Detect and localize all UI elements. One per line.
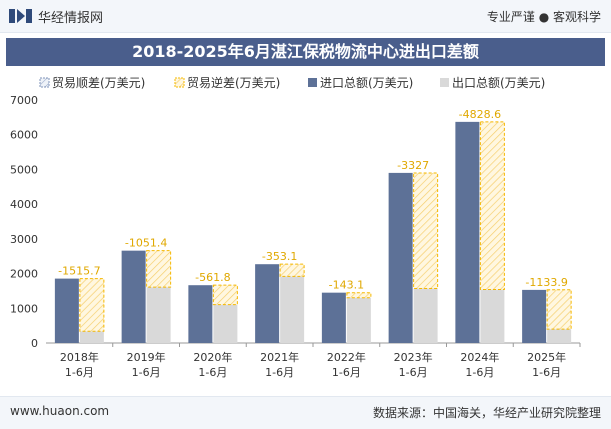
deficit-bar [346,292,372,299]
legend-swatch-import [308,78,317,87]
chart: 贸易顺差(万美元) 贸易逆差(万美元) 进口总额(万美元) 出口总额(万美元) 0 10… [10,75,581,379]
import-bar [321,292,346,343]
x-tick-label-year: 2022年 [327,350,366,364]
export-bar [547,329,572,343]
deficit-value-label: -3327 [397,159,429,172]
legend-label: 进口总额(万美元) [320,76,413,90]
import-bar [255,264,280,343]
huajing-logo-icon [9,9,32,23]
deficit-value-label: -1133.9 [525,276,567,289]
import-bar [188,285,213,343]
legend-item: 进口总额(万美元) [308,76,413,90]
export-bar [413,288,438,343]
x-tick-label-year: 2019年 [127,350,166,364]
top-bar: 华经情报网 专业严谨 ● 客观科学 [0,0,611,33]
legend: 贸易顺差(万美元) 贸易逆差(万美元) 进口总额(万美元) 出口总额(万美元) [39,75,545,90]
x-tick-label-period: 1-6月 [265,366,294,379]
export-bar [213,304,238,343]
x-tick-label-period: 1-6月 [532,366,561,379]
legend-label: 贸易顺差(万美元) [52,76,145,90]
deficit-value-label: -561.8 [195,271,230,284]
import-bar [121,250,146,343]
x-tick-label-year: 2025年 [527,350,566,364]
y-tick-label: 7000 [10,94,38,107]
x-axis: 2018年 1-6月 2019年 1-6月 2020年 1-6月 2021年 1-6月 2022… [60,343,581,379]
deficit-bar [212,284,238,306]
x-tick-label-year: 2024年 [460,350,499,364]
x-tick-label-period: 1-6月 [65,366,94,379]
y-tick-label: 4000 [10,198,38,211]
legend-item: 贸易逆差(万美元) [174,75,280,90]
deficit-bar [546,289,572,330]
footer-website[interactable]: www.huaon.com [10,404,110,418]
x-tick-label-period: 1-6月 [132,366,161,379]
chart-title: 2018-2025年6月湛江保税物流中心进出口差额 [132,42,479,61]
x-tick-label-period: 1-6月 [198,366,227,379]
x-tick-label-year: 2020年 [193,350,232,364]
y-tick-label: 3000 [10,233,38,246]
x-tick-label-year: 2018年 [60,350,99,364]
export-bar [146,287,171,343]
import-bar [522,289,547,343]
y-tick-label: 6000 [10,129,38,142]
legend-swatch-deficit [174,77,185,88]
footer: www.huaon.com 数据来源：中国海关，华经产业研究院整理 [0,396,611,429]
y-tick-label: 0 [31,337,38,350]
export-bar [79,331,104,343]
deficit-bar [413,172,439,289]
bars: -1515.7 -1051.4 -561.8 -353.1 -143.1 -3327 -48… [54,108,572,343]
legend-label: 出口总额(万美元) [452,76,545,90]
export-bar [480,289,505,343]
deficit-bar [279,263,305,277]
x-tick-label-year: 2021年 [260,350,299,364]
brand-name: 华经情报网 [38,11,104,26]
legend-label: 贸易逆差(万美元) [187,75,280,90]
import-bar [388,172,413,343]
legend-swatch-export [440,78,449,87]
x-tick-label-year: 2023年 [394,350,433,364]
deficit-value-label: -1051.4 [125,237,167,250]
footer-source: 数据来源：中国海关，华经产业研究院整理 [372,406,601,420]
deficit-bar [479,121,505,291]
legend-item: 贸易顺差(万美元) [39,76,145,90]
deficit-bar [146,250,172,288]
deficit-value-label: -353.1 [262,250,297,263]
export-bar [280,276,305,343]
legend-item: 出口总额(万美元) [440,76,545,90]
tagline: 专业严谨 ● 客观科学 [486,10,601,24]
deficit-value-label: -4828.6 [459,108,501,121]
deficit-value-label: -1515.7 [58,265,100,278]
x-tick-label-period: 1-6月 [332,366,361,379]
x-tick-label-period: 1-6月 [399,366,428,379]
x-tick-label-period: 1-6月 [465,366,494,379]
export-bar [346,297,371,343]
deficit-bar [79,278,105,332]
y-tick-label: 2000 [10,268,38,281]
import-bar [54,278,79,343]
import-bar [455,121,480,343]
title-bar: 2018-2025年6月湛江保税物流中心进出口差额 [6,38,605,66]
deficit-value-label: -143.1 [329,279,364,292]
legend-swatch-surplus [39,77,50,88]
y-tick-label: 5000 [10,163,38,176]
y-tick-label: 1000 [10,302,38,315]
